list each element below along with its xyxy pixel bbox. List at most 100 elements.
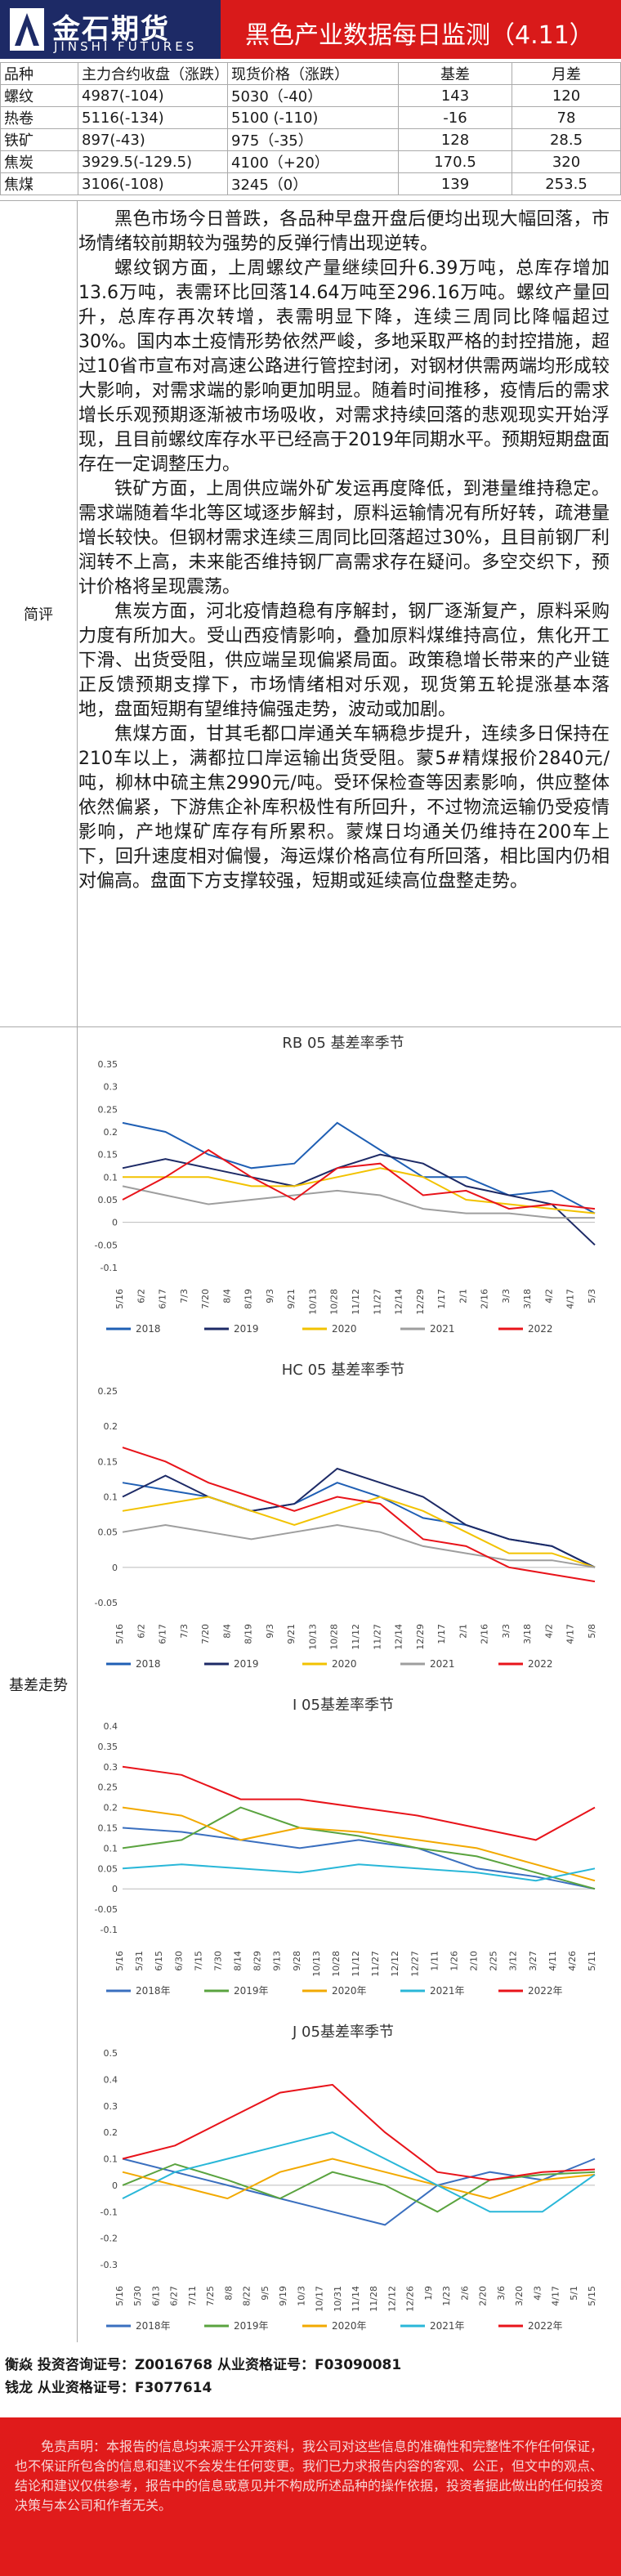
- series-line-2022: [122, 1148, 596, 1210]
- product-name: 焦煤: [0, 172, 78, 195]
- spot-price: 5100 (-110): [227, 106, 399, 129]
- x-tick-label: 11/14: [351, 2286, 361, 2312]
- y-tick-label: 0: [112, 1563, 118, 1573]
- basis-value: 170.5: [398, 150, 512, 173]
- spread-value: 120: [512, 84, 621, 107]
- x-tick-label: 10/13: [307, 1624, 318, 1650]
- column-header: 基差: [398, 62, 512, 85]
- x-tick-label: 11/12: [351, 1289, 361, 1315]
- product-name: 铁矿: [0, 128, 78, 151]
- spread-value: 320: [512, 150, 621, 173]
- analyst-line: 衡焱 投资咨询证号：Z0016768 从业资格证号：F03090081: [5, 2357, 402, 2373]
- x-tick-label: 7/15: [193, 1951, 203, 1971]
- x-tick-label: 9/19: [278, 2286, 288, 2306]
- x-tick-label: 4/11: [547, 1951, 558, 1971]
- x-tick-label: 5/1: [569, 2286, 579, 2301]
- series-line-2020年: [122, 1806, 596, 1882]
- x-tick-label: 7/3: [179, 1289, 190, 1304]
- commentary-label: 简评: [0, 201, 78, 1026]
- x-tick-label: 4/17: [551, 2286, 561, 2306]
- y-tick-label: 0.4: [104, 2074, 118, 2085]
- y-tick-label: -0.05: [95, 1598, 118, 1608]
- product-name: 焦炭: [0, 150, 78, 173]
- spot-price: 3245（0）: [227, 172, 399, 195]
- basis-value: 128: [398, 128, 512, 151]
- legend-label: 2021年: [430, 1985, 465, 1997]
- y-tick-label: 0.1: [104, 1843, 118, 1854]
- x-tick-label: 12/14: [394, 1289, 404, 1315]
- x-tick-label: 6/30: [173, 1951, 184, 1971]
- futures-close: 5116(-134): [78, 106, 228, 129]
- x-tick-label: 9/28: [292, 1951, 302, 1971]
- x-tick-label: 1/23: [441, 2286, 452, 2306]
- x-tick-label: 8/22: [242, 2286, 252, 2306]
- x-tick-label: 7/3: [179, 1624, 190, 1639]
- y-tick-label: 0.2: [104, 2127, 118, 2138]
- legend-label: 2022年: [528, 2320, 563, 2332]
- x-tick-label: 5/16: [114, 1951, 125, 1971]
- commentary-paragraph: 焦炭方面，河北疫情趋稳有序解封，钢厂逐渐复产，原料采购力度有所加大。受山西疫情影…: [78, 602, 610, 720]
- legend-label: 2022年: [528, 1985, 563, 1997]
- i-basis-chart: I 05基差率季节 0.4 0.35 0.3 0.25 0.2 0.15 0.1 0.05 0 -0…: [95, 1697, 597, 1997]
- x-tick-label: 4/2: [543, 1289, 554, 1304]
- x-tick-label: 8/8: [223, 2286, 234, 2301]
- futures-close: 3929.5(-129.5): [78, 150, 228, 173]
- x-tick-label: 8/29: [252, 1951, 263, 1971]
- y-tick-label: 0.5: [104, 2048, 118, 2059]
- x-tick-label: 3/3: [501, 1624, 512, 1639]
- x-tick-label: 10/28: [331, 1951, 342, 1977]
- x-tick-label: 3/27: [528, 1951, 538, 1971]
- x-tick-label: 8/4: [221, 1289, 232, 1304]
- y-tick-label: 0.35: [98, 1742, 118, 1752]
- x-tick-label: 7/25: [205, 2286, 216, 2306]
- chart-title: HC 05 基差率季节: [282, 1362, 404, 1379]
- y-tick-label: 0.25: [98, 1104, 118, 1115]
- y-tick-label: 0.15: [98, 1150, 118, 1161]
- x-tick-label: 6/17: [158, 1624, 168, 1644]
- spot-price: 975（-35）: [227, 128, 399, 151]
- table-row: 螺纹 4987(-104) 5030（-40） 143 120: [0, 84, 621, 107]
- commentary-paragraph: 螺纹钢方面，上周螺纹产量继续回升6.39万吨，总库存增加13.6万吨，表需环比回…: [78, 258, 610, 475]
- x-tick-label: 10/28: [329, 1289, 340, 1315]
- legend-label: 2020年: [332, 1985, 367, 1997]
- x-tick-label: 9/3: [265, 1289, 275, 1304]
- product-name: 螺纹: [0, 84, 78, 107]
- y-tick-label: 0.3: [104, 1082, 118, 1093]
- y-tick-label: 0.1: [104, 1172, 118, 1183]
- x-tick-label: 2/20: [478, 2286, 489, 2306]
- x-tick-label: 9/3: [265, 1624, 275, 1639]
- x-tick-label: 3/18: [522, 1289, 533, 1309]
- y-tick-label: 0: [112, 1884, 118, 1894]
- company-logo: 金石期货 JINSHI FUTURES: [0, 0, 221, 59]
- j-basis-chart: J 05基差率季节 0.5 0.4 0.3 0.2 0.1 0 -0.1 -0.2 -0.3 5/1…: [101, 2024, 597, 2332]
- x-tick-label: 8/4: [221, 1624, 232, 1639]
- x-tick-label: 4/3: [532, 2286, 543, 2301]
- series-line-2020年: [122, 2158, 596, 2200]
- x-tick-label: 7/11: [187, 2286, 198, 2306]
- series-line-2021年: [122, 1863, 596, 1882]
- y-tick-label: 0: [112, 1218, 118, 1228]
- x-tick-label: 9/5: [260, 2286, 270, 2301]
- y-tick-label: 0.3: [104, 2101, 118, 2112]
- x-tick-label: 5/15: [587, 2286, 597, 2306]
- table-row: 铁矿 897(-43) 975（-35） 128 28.5: [0, 128, 621, 151]
- y-tick-label: -0.3: [101, 2260, 118, 2270]
- x-tick-label: 11/27: [372, 1289, 382, 1315]
- table-row: 热卷 5116(-134) 5100 (-110) -16 78: [0, 106, 621, 129]
- y-tick-label: 0.3: [104, 1762, 118, 1773]
- legend-label: 2021年: [430, 2320, 465, 2332]
- x-tick-label: 8/19: [243, 1624, 254, 1644]
- x-tick-label: 5/31: [134, 1951, 145, 1971]
- legend-label: 2021: [430, 1323, 455, 1335]
- x-tick-label: 10/31: [333, 2286, 343, 2312]
- series-line-2019: [122, 1467, 596, 1568]
- legend-label: 2018年: [136, 2320, 171, 2332]
- x-tick-label: 4/2: [543, 1624, 554, 1639]
- x-tick-label: 7/30: [212, 1951, 223, 1971]
- series-line-2021: [122, 1185, 595, 1219]
- x-tick-label: 1/11: [429, 1951, 440, 1971]
- spread-value: 28.5: [512, 128, 621, 151]
- disclaimer-text: 免责声明：本报告的信息均来源于公开资料，我公司对这些信息的准确性和完整性不作任何…: [15, 2439, 604, 2513]
- y-tick-label: 0.25: [98, 1386, 118, 1397]
- x-tick-label: 11/28: [369, 2286, 379, 2312]
